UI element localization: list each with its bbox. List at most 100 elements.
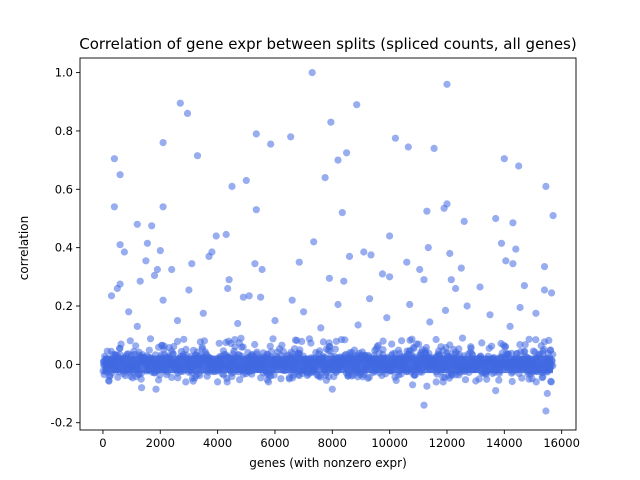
data-point [125,308,133,316]
plot-frame [79,57,577,431]
data-point [298,337,306,345]
data-point [258,265,266,274]
data-point [105,376,113,384]
y-tick-label: 0.8 [55,124,73,138]
data-point [424,244,432,252]
data-point [224,284,232,293]
data-point [420,401,428,409]
x-tick-label: 6000 [260,436,289,450]
data-point [430,144,438,152]
data-point [251,340,259,349]
data-point [159,296,167,304]
data-point [223,378,231,386]
data-point [488,342,496,350]
data-point [532,309,540,317]
data-point [169,350,177,358]
data-point [110,203,118,211]
data-point [264,378,273,386]
data-point [416,265,424,274]
data-point [497,239,506,247]
data-point [321,174,329,182]
data-point [506,322,514,330]
data-point [173,317,182,325]
data-point [432,378,440,386]
data-point [120,248,128,256]
data-point [215,339,223,347]
data-point [133,322,141,330]
data-point [168,265,176,274]
data-point [461,376,470,384]
data-point [170,342,178,351]
x-tick-label: 2000 [146,436,175,450]
data-point [404,143,412,151]
data-point [225,276,233,284]
data-point [423,382,431,390]
data-point [183,109,192,117]
data-point [353,101,361,109]
data-point [188,260,196,268]
data-point [540,286,549,294]
data-point [409,381,417,389]
data-point [116,241,124,249]
data-point [143,239,151,247]
data-point [343,149,351,157]
data-point [457,264,465,272]
data-point [156,247,164,255]
data-point [366,295,374,303]
data-point [300,308,308,316]
data-point [548,289,556,297]
data-point [549,212,557,220]
data-point [110,155,118,163]
data-point [267,348,275,356]
data-point [245,292,253,300]
x-tick-label: 4000 [203,436,232,450]
y-tick-label: -0.2 [51,416,73,430]
data-point [278,341,286,349]
data-point [182,378,190,386]
data-point [237,334,245,342]
data-point [518,374,526,382]
data-point [334,156,342,164]
data-point [386,273,394,281]
data-point [467,344,475,352]
y-tick-label: 0.6 [55,182,73,196]
data-point [392,376,400,385]
data-point [328,385,336,393]
data-point [242,176,250,185]
data-point [542,182,550,190]
data-point [532,378,540,386]
data-point [285,375,293,383]
data-point [415,340,423,348]
data-point [239,343,247,351]
data-point [341,336,349,344]
data-point [319,338,327,346]
data-point [159,203,167,211]
data-point [133,220,141,228]
data-point [252,130,260,138]
data-point [345,252,354,260]
data-point [374,341,382,349]
chart-title: Correlation of gene expr between splits … [79,35,576,53]
data-point [501,343,509,351]
data-point [423,207,431,215]
data-point [257,293,265,301]
data-point [509,219,517,227]
data-point [379,346,387,354]
data-point [251,260,259,268]
data-point [222,230,230,239]
data-point [502,257,510,265]
data-point [334,300,342,309]
data-point [446,249,454,258]
data-point [422,343,430,352]
data-point [521,341,529,349]
data-point [460,217,468,225]
data-point [512,245,520,253]
data-point [145,346,153,354]
data-point [408,335,416,343]
data-point [441,306,450,314]
x-tick-label: 12000 [429,436,466,450]
data-point [116,171,124,179]
y-tick-label: 1.0 [55,66,73,80]
data-point [492,214,500,223]
